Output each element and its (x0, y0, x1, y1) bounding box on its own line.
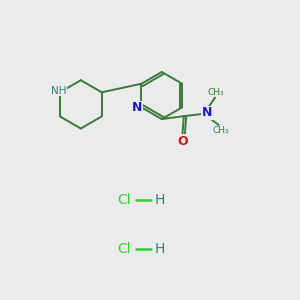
Text: O: O (177, 135, 188, 148)
Text: Cl: Cl (117, 193, 131, 207)
Text: NH: NH (51, 85, 66, 95)
Text: Cl: Cl (117, 242, 131, 256)
Text: H: H (154, 242, 165, 256)
Text: CH₃: CH₃ (212, 126, 229, 135)
Text: CH₃: CH₃ (208, 88, 225, 97)
Text: H: H (154, 193, 165, 207)
Text: N: N (132, 101, 143, 114)
Text: N: N (202, 106, 212, 119)
